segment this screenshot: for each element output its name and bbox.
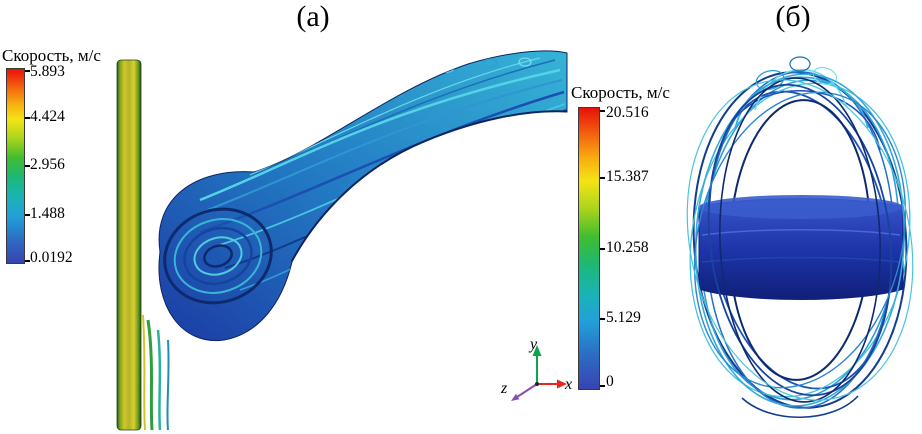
tick-label: 5.893 — [30, 62, 65, 80]
vortex-ball — [163, 207, 273, 305]
x-axis-arrow — [557, 379, 567, 389]
colorbar-right — [578, 107, 605, 390]
z-axis-arrow — [511, 393, 520, 401]
duct-body — [158, 50, 568, 342]
colorbar-tick-mark — [600, 177, 605, 180]
downstream-streamlines — [142, 314, 170, 431]
legend-title-left: Скорость, м/с — [2, 46, 101, 65]
tick-label: 0.0192 — [30, 249, 73, 267]
colorbar-right-tick-labels: 20.516 15.387 10.258 5.129 0 — [606, 103, 676, 391]
tick-label: 1.488 — [30, 204, 65, 222]
colorbar-tick-mark — [600, 247, 605, 250]
colorbar-tick-mark — [600, 385, 605, 388]
colorbar-tick-mark — [600, 109, 605, 112]
x-axis-label: x — [565, 376, 573, 393]
colorbar-tick-mark — [25, 69, 30, 72]
colorbar-tick-mark — [25, 213, 30, 216]
colorbar-tick-mark — [600, 317, 605, 320]
tick-label: 5.129 — [606, 308, 641, 326]
tick-label: 10.258 — [606, 238, 649, 256]
triad-origin — [535, 382, 539, 386]
vertical-pipe — [116, 59, 142, 431]
tick-label: 0 — [606, 373, 614, 391]
colorbar-tick-mark — [25, 165, 30, 167]
ovoid-streamlines-front — [686, 73, 914, 419]
tick-label: 2.956 — [30, 156, 65, 173]
elbow-duct — [158, 50, 568, 342]
legend-title-right: Скорость, м/с — [571, 83, 670, 102]
panel-label-a: (а) — [296, 0, 330, 33]
colorbar-left — [6, 68, 30, 264]
axis-triad — [511, 345, 567, 401]
y-axis-arrow — [532, 345, 542, 356]
panel-b-visualization — [686, 56, 914, 419]
tick-label: 15.387 — [606, 168, 649, 186]
z-axis-label: z — [501, 380, 508, 397]
tick-label: 20.516 — [606, 103, 649, 121]
tick-label: 4.424 — [30, 107, 65, 125]
panel-label-b: (б) — [775, 0, 811, 33]
cylinder-drum — [698, 195, 904, 300]
colorbar-tick-mark — [25, 116, 30, 119]
y-axis-label: y — [530, 336, 538, 353]
colorbar-tick-mark — [25, 260, 30, 263]
panel-a-visualization — [116, 50, 568, 431]
colorbar-left-tick-labels: 5.893 4.424 2.956 1.488 0.0192 — [30, 63, 100, 266]
